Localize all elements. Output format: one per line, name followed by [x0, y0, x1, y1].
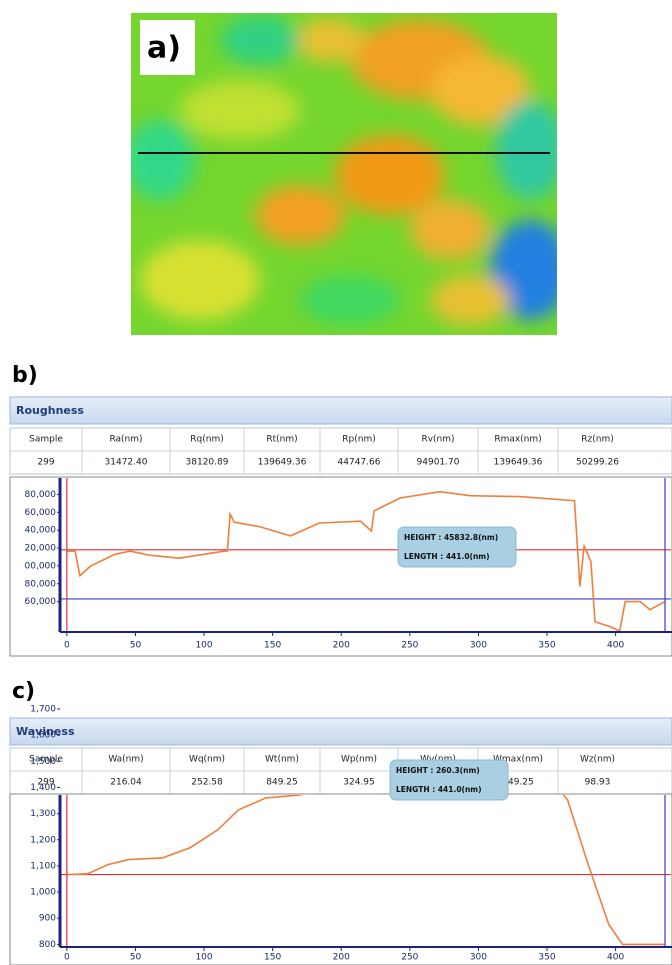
y-tick-label: 1,500 [30, 757, 56, 767]
chart-frame [9, 793, 672, 965]
annotation: LENGTH : 441.0(nm) [396, 785, 482, 794]
y-tick-label: 900 [39, 914, 56, 924]
x-tick-label: 300 [470, 641, 487, 651]
table-header: Wt(nm) [265, 755, 299, 765]
table-cell: 98.93 [585, 778, 611, 788]
label-box [140, 20, 195, 75]
panel-label: b) [12, 363, 38, 388]
table-header: Ra(nm) [109, 435, 142, 445]
y-tick-label: 60,000 [25, 597, 57, 607]
y-tick-label: 1,200 [30, 835, 56, 845]
table-cell: 849.25 [502, 778, 534, 788]
y-tick-label: 1,100 [30, 861, 56, 871]
table-cell: 94901.70 [417, 458, 460, 468]
panel-header [9, 717, 672, 746]
x-tick-label: 50 [130, 641, 142, 651]
annotation-box [389, 759, 509, 801]
table-header: Sample [29, 755, 63, 765]
table-cell: 44747.66 [338, 458, 381, 468]
panel-title: Waviness [16, 725, 75, 738]
table-cell: 324.95 [343, 778, 375, 788]
profile-line [66, 795, 665, 946]
table-cell: 139649.36 [258, 458, 307, 468]
y-tick-label: 1,400 [30, 783, 56, 793]
table-header: Wq(nm) [189, 755, 225, 765]
table-header: Wa(nm) [108, 755, 143, 765]
x-tick-label: 0 [64, 953, 70, 963]
table-cell: 50299.26 [576, 458, 619, 468]
table-header: Rp(nm) [342, 435, 375, 445]
y-tick-label: 1,300 [30, 809, 56, 819]
x-tick-label: 200 [333, 641, 350, 651]
table-cell: 252.58 [191, 778, 223, 788]
x-tick-label: 350 [538, 953, 555, 963]
table-header: Rq(nm) [190, 435, 223, 445]
table-cell: 299 [37, 778, 54, 788]
x-tick-label: 150 [264, 641, 281, 651]
panel-label: c) [12, 679, 35, 704]
x-tick-label: 200 [333, 953, 350, 963]
plot [60, 795, 671, 946]
table-header: Rt(nm) [266, 435, 297, 445]
panel-title: Roughness [16, 404, 84, 417]
x-tick-label: 250 [401, 641, 418, 651]
x-tick-label: 0 [64, 641, 70, 651]
plot [60, 490, 671, 632]
x-tick-label: 400 [607, 953, 624, 963]
table-header: Wp(nm) [341, 755, 377, 765]
table-header: Rv(nm) [421, 435, 454, 445]
table-cell: 849.25 [266, 778, 298, 788]
y-tick-label: 80,000 [25, 490, 57, 500]
y-tick-label: 1,000 [30, 888, 56, 898]
x-tick-label: 400 [607, 641, 624, 651]
table-header: Sample [29, 435, 63, 445]
annotation: HEIGHT : 45832.8(nm) [404, 533, 498, 542]
annotation: LENGTH : 441.0(nm) [404, 552, 490, 561]
table-cell: 38120.89 [186, 458, 229, 468]
chart-frame [9, 476, 672, 657]
table-header: Rmax(nm) [494, 435, 541, 445]
panel-label: a) [147, 31, 181, 66]
table-header: Wz(nm) [580, 755, 615, 765]
x-tick-label: 150 [264, 953, 281, 963]
y-tick-label: 60,000 [25, 508, 57, 518]
table-cell: 216.04 [110, 778, 142, 788]
y-tick-label: 80,000 [25, 579, 57, 589]
x-tick-label: 100 [195, 953, 212, 963]
table-header: Wmax(nm) [493, 755, 543, 765]
y-tick-label: 1,700 [30, 705, 56, 715]
table-cell: 31472.40 [105, 458, 148, 468]
annotation-box [397, 526, 517, 568]
profile-line [66, 490, 666, 632]
x-tick-label: 50 [130, 953, 142, 963]
panel-header [9, 396, 672, 425]
x-tick-label: 350 [538, 641, 555, 651]
y-tick-label: 40,000 [25, 526, 57, 536]
x-tick-label: 250 [401, 953, 418, 963]
y-tick-label: 00,000 [25, 561, 57, 571]
table-cell: 139649.36 [494, 458, 543, 468]
x-tick-label: 300 [470, 953, 487, 963]
y-tick-label: 1,600 [30, 731, 56, 741]
table-header: Rz(nm) [581, 435, 613, 445]
table-cell: 299 [37, 458, 54, 468]
y-tick-label: 800 [39, 940, 56, 950]
annotation: HEIGHT : 260.3(nm) [396, 766, 480, 775]
x-tick-label: 100 [195, 641, 212, 651]
afm-image [131, 13, 557, 335]
y-tick-label: 20,000 [25, 544, 57, 554]
